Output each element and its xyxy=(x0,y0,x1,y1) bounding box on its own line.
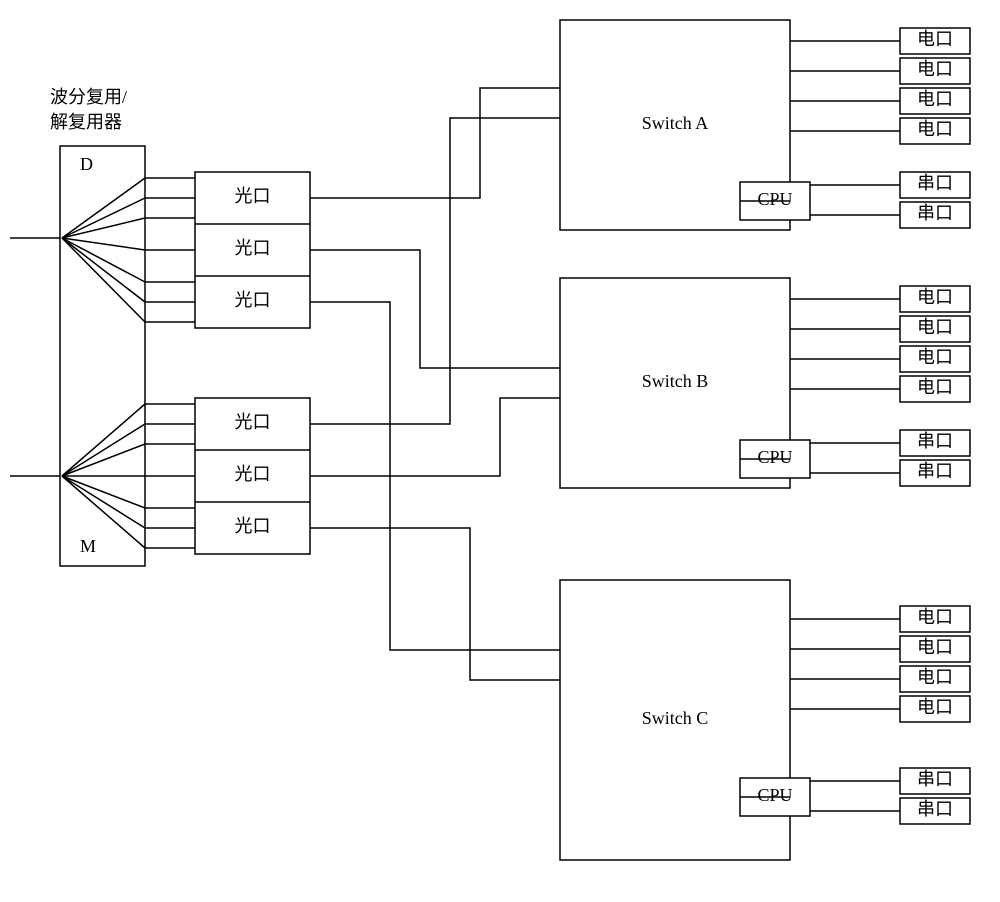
eport-2-0-label: 电口 xyxy=(917,607,953,627)
optgroup-top-label-2: 光口 xyxy=(235,290,271,310)
title-line2: 解复用器 xyxy=(50,112,122,132)
route-4 xyxy=(310,398,560,476)
eport-2-1-label: 电口 xyxy=(917,637,953,657)
sport-0-0-label: 串口 xyxy=(917,173,953,193)
cpu-2-label: CPU xyxy=(757,785,792,805)
sport-1-1-label: 串口 xyxy=(917,461,953,481)
eport-0-0-label: 电口 xyxy=(917,29,953,49)
sport-0-1-label: 串口 xyxy=(917,203,953,223)
route-5 xyxy=(310,528,560,680)
sport-2-1-label: 串口 xyxy=(917,799,953,819)
eport-1-3-label: 电口 xyxy=(917,377,953,397)
optgroup-top-label-0: 光口 xyxy=(235,186,271,206)
optgroup-bot-label-2: 光口 xyxy=(235,516,271,536)
optgroup-bot-label-1: 光口 xyxy=(235,464,271,484)
demux-D-label: D xyxy=(80,154,93,174)
title-line1: 波分复用/ xyxy=(50,87,127,107)
cpu-1-label: CPU xyxy=(757,447,792,467)
switch-2-label: Switch C xyxy=(642,708,709,728)
route-1 xyxy=(310,250,560,368)
route-3 xyxy=(310,118,560,424)
cpu-0-label: CPU xyxy=(757,189,792,209)
eport-1-0-label: 电口 xyxy=(917,287,953,307)
eport-2-2-label: 电口 xyxy=(917,667,953,687)
route-0 xyxy=(310,88,560,198)
eport-0-2-label: 电口 xyxy=(917,89,953,109)
switch-1-label: Switch B xyxy=(642,371,709,391)
demux-M-label: M xyxy=(80,536,96,556)
eport-1-1-label: 电口 xyxy=(917,317,953,337)
sport-1-0-label: 串口 xyxy=(917,431,953,451)
eport-0-3-label: 电口 xyxy=(917,119,953,139)
optgroup-top-label-1: 光口 xyxy=(235,238,271,258)
switch-0-label: Switch A xyxy=(642,113,709,133)
optgroup-bot-label-0: 光口 xyxy=(235,412,271,432)
eport-1-2-label: 电口 xyxy=(917,347,953,367)
eport-0-1-label: 电口 xyxy=(917,59,953,79)
sport-2-0-label: 串口 xyxy=(917,769,953,789)
eport-2-3-label: 电口 xyxy=(917,697,953,717)
